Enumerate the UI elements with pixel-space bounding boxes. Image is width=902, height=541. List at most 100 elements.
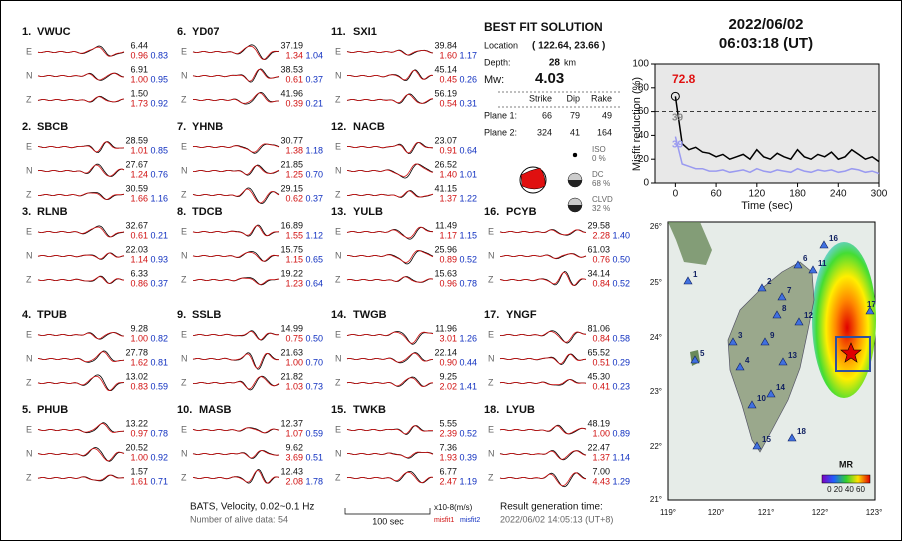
synthetic-waveform bbox=[346, 142, 434, 154]
alive-count: Number of alive data: 54 bbox=[190, 514, 288, 524]
amplitude: 25.96 bbox=[434, 244, 457, 254]
epicenter bbox=[840, 342, 862, 363]
component-sphere bbox=[572, 152, 578, 158]
component-label: Z bbox=[26, 94, 32, 104]
amplitude: 9.62 bbox=[285, 442, 303, 452]
synthetic-waveform bbox=[347, 451, 434, 459]
misfit2: 0.29 bbox=[612, 357, 630, 367]
column-header: Strike bbox=[529, 93, 552, 103]
component-label: E bbox=[488, 329, 494, 339]
lon-label: 123° bbox=[866, 508, 883, 517]
station-id: 14. bbox=[331, 309, 346, 321]
component-label: N bbox=[181, 165, 188, 175]
component-label: N bbox=[335, 165, 342, 175]
misfit2: 0.50 bbox=[612, 254, 630, 264]
misfit1: 2.47 bbox=[439, 476, 457, 486]
misfit1: 1.17 bbox=[439, 230, 457, 240]
misfit1: 1.15 bbox=[285, 254, 303, 264]
misfit2: 0.92 bbox=[150, 98, 168, 108]
station-id: 13. bbox=[331, 206, 346, 218]
synthetic-waveform bbox=[499, 425, 587, 435]
synthetic-waveform bbox=[499, 450, 587, 460]
amplitude: 22.14 bbox=[434, 347, 457, 357]
station-name: NACB bbox=[353, 121, 385, 133]
misfit1: 1.66 bbox=[130, 193, 148, 203]
station-label: 15 bbox=[762, 435, 771, 444]
generation-label: Result generation time: bbox=[500, 502, 603, 513]
misfit1: 0.96 bbox=[439, 278, 457, 288]
amplitude: 38.53 bbox=[280, 64, 303, 74]
station-name: YULB bbox=[353, 206, 383, 218]
synthetic-waveform bbox=[37, 252, 125, 260]
time-scale-label: 100 sec bbox=[372, 516, 404, 526]
synthetic-waveform bbox=[346, 163, 434, 177]
misfit2: 1.40 bbox=[612, 230, 630, 240]
misfit1: 0.84 bbox=[592, 278, 610, 288]
station-label: 4 bbox=[745, 356, 750, 365]
amplitude: 7.36 bbox=[439, 442, 457, 452]
synthetic-waveform bbox=[192, 331, 280, 341]
component-label: E bbox=[335, 46, 341, 56]
misfit1: 2.28 bbox=[592, 230, 610, 240]
synthetic-waveform bbox=[37, 46, 125, 57]
synthetic-waveform bbox=[192, 225, 280, 237]
amplitude: 20.52 bbox=[125, 442, 148, 452]
depth-label: Depth: bbox=[484, 57, 511, 67]
misfit2: 0.78 bbox=[459, 278, 477, 288]
misfit2: 1.41 bbox=[459, 381, 477, 391]
component-label: Z bbox=[488, 472, 494, 482]
station-label: 6 bbox=[803, 254, 808, 263]
synthetic-waveform bbox=[193, 165, 280, 175]
component-label: Z bbox=[335, 189, 341, 199]
misfit1: 1.00 bbox=[130, 74, 148, 84]
amplitude: 65.52 bbox=[587, 347, 610, 357]
misfit1: 1.38 bbox=[285, 145, 303, 155]
misfit2: 1.16 bbox=[150, 193, 168, 203]
component-label: E bbox=[335, 424, 341, 434]
synthetic-waveform bbox=[37, 72, 124, 81]
station-name: TPUB bbox=[37, 309, 67, 321]
amplitude: 15.75 bbox=[280, 244, 303, 254]
component-label: Z bbox=[26, 189, 32, 199]
station-marker bbox=[690, 355, 700, 364]
component-name: ISO bbox=[592, 145, 606, 154]
component-label: E bbox=[335, 329, 341, 339]
component-label: N bbox=[488, 250, 495, 260]
mw-label: Mw: bbox=[484, 74, 504, 86]
component-label: N bbox=[335, 250, 342, 260]
station-label: 17 bbox=[867, 300, 876, 309]
misfit1: 1.14 bbox=[130, 254, 148, 264]
component-label: E bbox=[181, 141, 187, 151]
misfit1: 0.75 bbox=[285, 333, 303, 343]
misfit1: 1.37 bbox=[439, 193, 457, 203]
synthetic-waveform bbox=[192, 68, 280, 82]
station-marker bbox=[766, 389, 776, 398]
misfit2: 0.59 bbox=[305, 428, 323, 438]
lat-label: 22° bbox=[650, 442, 662, 451]
component-label: N bbox=[26, 165, 33, 175]
misfit2: 0.85 bbox=[150, 145, 168, 155]
synthetic-waveform bbox=[192, 277, 280, 286]
misfit1: 0.84 bbox=[592, 333, 610, 343]
amplitude: 21.85 bbox=[280, 159, 303, 169]
depth-unit: km bbox=[564, 57, 576, 67]
component-label: N bbox=[26, 70, 33, 80]
amplitude: 27.78 bbox=[125, 347, 148, 357]
amplitude: 12.37 bbox=[280, 418, 303, 428]
synthetic-waveform bbox=[346, 190, 434, 198]
synthetic-waveform bbox=[37, 376, 125, 392]
lat-label: 21° bbox=[650, 495, 662, 504]
amplitude: 6.33 bbox=[130, 268, 148, 278]
component-sphere-fill bbox=[568, 180, 582, 187]
synthetic-waveform bbox=[192, 45, 280, 60]
misfit1-legend: misfit1 bbox=[434, 517, 454, 524]
misfit1: 3.69 bbox=[285, 452, 303, 462]
misfit2: 1.19 bbox=[459, 476, 477, 486]
amplitude: 39.84 bbox=[434, 40, 457, 50]
time-scale bbox=[344, 508, 431, 515]
component-label: Z bbox=[26, 472, 32, 482]
misfit1: 0.89 bbox=[439, 254, 457, 264]
synthetic-waveform bbox=[37, 474, 124, 481]
amplitude: 48.19 bbox=[587, 418, 610, 428]
plane-value: 164 bbox=[597, 127, 612, 137]
